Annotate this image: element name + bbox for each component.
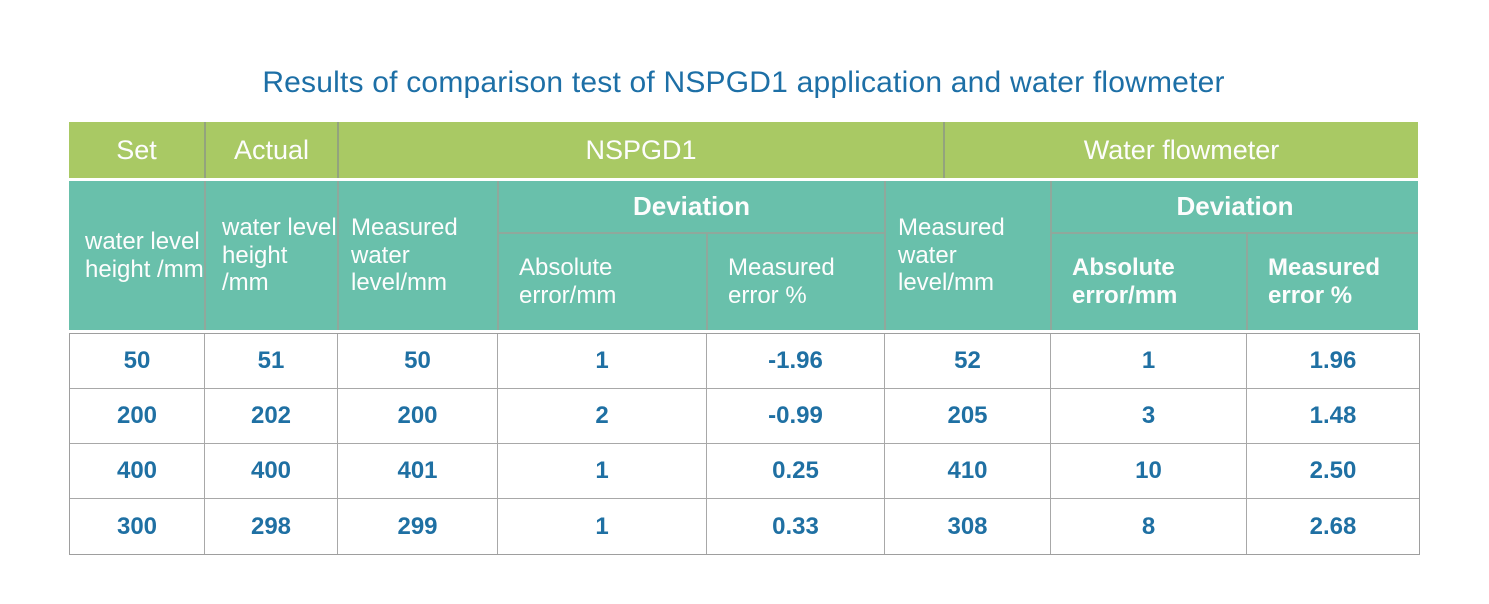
subheader-wf-deviation: Deviation xyxy=(1050,181,1418,234)
cell-wf-measured-error: 2.68 xyxy=(1309,512,1357,540)
table-group-header-row: Set Actual NSPGD1 Water flowmeter xyxy=(69,122,1418,178)
cell-nspgd1-absolute-error: 2 xyxy=(498,389,707,444)
cell-wf-measured: 205 xyxy=(885,389,1051,444)
cell-nspgd1-measured-error: 0.25 xyxy=(707,444,885,499)
subheader-set-water-level: water level height /mm xyxy=(85,227,204,283)
cell-nspgd1-absolute-error: 1 xyxy=(498,334,707,389)
table-sub-header-row: water level height /mm water level heigh… xyxy=(69,181,1418,330)
cell-wf-measured-error: 1.48 xyxy=(1247,389,1419,444)
subheader-nspgd1-measured-error: Measured error % xyxy=(706,234,884,330)
cell-nspgd1-measured-error: -1.96 xyxy=(707,334,885,389)
comparison-table: Set Actual NSPGD1 Water flowmeter water … xyxy=(69,122,1420,555)
cell-set-height: 200 xyxy=(70,389,205,444)
cell-nspgd1-measured: 299 xyxy=(338,499,498,554)
subheader-wf-absolute-error: Absolute error/mm xyxy=(1050,234,1246,330)
page-title: Results of comparison test of NSPGD1 app… xyxy=(262,66,1225,99)
subheader-wf-measured-error: Measured error % xyxy=(1246,234,1418,330)
group-header-nspgd1: NSPGD1 xyxy=(337,122,943,178)
cell-actual-height: 400 xyxy=(205,444,338,499)
subheader-actual-water-level: water level height /mm xyxy=(204,181,337,330)
cell-nspgd1-absolute-error: 1 xyxy=(498,499,707,554)
cell-wf-absolute-error: 1 xyxy=(1051,334,1247,389)
cell-wf-absolute-error: 3 xyxy=(1051,389,1247,444)
cell-wf-absolute-error: 10 xyxy=(1051,444,1247,499)
cell-wf-measured-error: 1.96 xyxy=(1247,334,1419,389)
cell-set-height: 50 xyxy=(70,334,205,389)
cell-actual-height: 202 xyxy=(205,389,338,444)
subheader-wf-measured-water-level: Measured water level/mm xyxy=(884,181,1050,330)
cell-actual-height: 298 xyxy=(205,499,338,554)
table-body: 50 51 50 1 -1.96 52 1 1.96 200 202 200 2… xyxy=(69,333,1420,555)
cell-nspgd1-absolute-error: 1 xyxy=(498,444,707,499)
group-header-water-flowmeter: Water flowmeter xyxy=(943,122,1418,178)
cell-nspgd1-measured: 200 xyxy=(338,389,498,444)
subheader-nspgd1-absolute-error: Absolute error/mm xyxy=(497,234,706,330)
group-header-set: Set xyxy=(116,134,157,165)
cell-set-height: 300 xyxy=(70,499,205,554)
cell-wf-absolute-error: 8 xyxy=(1051,499,1247,554)
group-header-actual: Actual xyxy=(204,122,337,178)
subheader-nspgd1-deviation: Deviation xyxy=(497,181,884,234)
cell-wf-measured: 52 xyxy=(885,334,1051,389)
cell-wf-measured: 308 xyxy=(885,499,1051,554)
cell-nspgd1-measured-error: 0.33 xyxy=(707,499,885,554)
cell-wf-measured-error: 2.50 xyxy=(1247,444,1419,499)
cell-nspgd1-measured: 50 xyxy=(338,334,498,389)
cell-nspgd1-measured-error: -0.99 xyxy=(707,389,885,444)
cell-actual-height: 51 xyxy=(205,334,338,389)
cell-wf-measured: 410 xyxy=(885,444,1051,499)
cell-nspgd1-measured: 401 xyxy=(338,444,498,499)
subheader-nspgd1-measured-water-level: Measured water level/mm xyxy=(337,181,497,330)
cell-set-height: 400 xyxy=(70,444,205,499)
